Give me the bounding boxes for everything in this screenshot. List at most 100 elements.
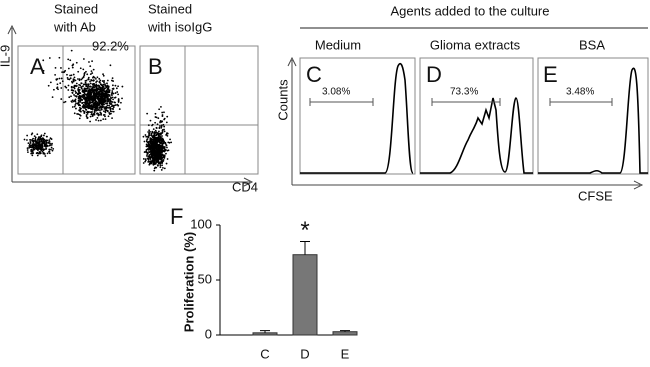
event-dot bbox=[70, 49, 73, 52]
event-dot bbox=[87, 78, 90, 81]
event-dot bbox=[159, 161, 161, 164]
event-dot bbox=[160, 150, 163, 153]
panel-letter: C bbox=[306, 62, 322, 87]
event-dot bbox=[160, 105, 162, 108]
event-dot bbox=[114, 104, 117, 106]
event-dot bbox=[111, 96, 114, 99]
event-dot bbox=[69, 77, 72, 80]
event-dot bbox=[98, 113, 100, 116]
event-dot bbox=[162, 141, 165, 144]
event-dot bbox=[99, 87, 102, 90]
event-dot bbox=[109, 64, 112, 67]
event-dot bbox=[50, 146, 53, 149]
event-dot bbox=[103, 107, 106, 110]
event-dot bbox=[166, 146, 168, 149]
event-dot bbox=[155, 159, 157, 161]
event-dot bbox=[156, 123, 159, 126]
panel-letter: D bbox=[426, 62, 442, 87]
event-dot bbox=[73, 76, 76, 79]
event-dot bbox=[79, 92, 82, 94]
event-dot bbox=[106, 79, 109, 82]
event-dot bbox=[89, 111, 92, 114]
event-dot bbox=[48, 151, 50, 153]
event-dot bbox=[70, 100, 73, 103]
event-dot bbox=[99, 105, 102, 108]
event-dot bbox=[70, 95, 72, 98]
event-dot bbox=[159, 166, 162, 168]
event-dot bbox=[71, 66, 74, 69]
event-dot bbox=[54, 73, 57, 76]
y-tick-label: 100 bbox=[190, 216, 212, 231]
event-dot bbox=[105, 96, 107, 99]
event-dot bbox=[161, 120, 164, 123]
event-dot bbox=[103, 110, 105, 113]
event-dot bbox=[43, 153, 46, 155]
event-dot bbox=[48, 139, 51, 141]
event-dot bbox=[103, 113, 106, 116]
event-dot bbox=[43, 148, 46, 151]
x-tick-label: E bbox=[341, 346, 350, 361]
event-dot bbox=[151, 155, 154, 158]
event-dot bbox=[48, 152, 51, 155]
event-dot bbox=[75, 82, 78, 85]
event-dot bbox=[35, 146, 38, 149]
event-dot bbox=[94, 77, 97, 80]
event-dot bbox=[30, 150, 33, 152]
x-label: CFSE bbox=[578, 188, 613, 203]
event-dot bbox=[89, 93, 92, 96]
event-dot bbox=[90, 95, 93, 98]
event-dot bbox=[156, 153, 159, 156]
event-dot bbox=[97, 97, 100, 100]
event-dot bbox=[90, 70, 93, 72]
event-dot bbox=[160, 132, 163, 135]
event-dot bbox=[77, 70, 80, 73]
histograms bbox=[300, 62, 648, 174]
event-dot bbox=[80, 82, 83, 85]
event-dot bbox=[104, 93, 107, 95]
event-dot bbox=[92, 106, 95, 108]
event-dot bbox=[37, 148, 39, 151]
event-dot bbox=[75, 95, 78, 98]
event-dot bbox=[163, 155, 165, 158]
event-dot bbox=[163, 111, 165, 114]
event-dot bbox=[101, 87, 104, 90]
event-dot bbox=[143, 151, 146, 153]
event-dot bbox=[88, 104, 91, 107]
event-dot bbox=[35, 144, 38, 147]
event-dot bbox=[155, 150, 157, 153]
event-dot bbox=[89, 80, 91, 83]
event-dot bbox=[106, 110, 109, 112]
event-dot bbox=[110, 79, 113, 82]
event-dot bbox=[83, 74, 86, 77]
event-dot bbox=[80, 98, 83, 101]
event-dot bbox=[85, 70, 87, 73]
event-dot bbox=[113, 101, 116, 104]
event-dot bbox=[77, 99, 80, 102]
event-dot bbox=[35, 140, 38, 143]
event-dot bbox=[167, 149, 170, 152]
event-dot bbox=[151, 124, 153, 127]
event-dot bbox=[85, 83, 88, 86]
event-dot bbox=[37, 136, 40, 139]
axis-arrows bbox=[287, 56, 644, 190]
event-dot bbox=[93, 97, 95, 99]
event-dot bbox=[118, 108, 121, 110]
event-dot bbox=[42, 141, 45, 143]
event-dot bbox=[103, 103, 105, 106]
event-dot bbox=[89, 88, 92, 91]
event-dot bbox=[33, 135, 36, 137]
event-dot bbox=[83, 110, 86, 113]
event-dot bbox=[104, 111, 107, 114]
event-dot bbox=[155, 166, 158, 169]
event-dot bbox=[93, 90, 95, 92]
event-dot bbox=[96, 112, 98, 115]
event-dot bbox=[31, 144, 34, 147]
event-dot bbox=[91, 106, 94, 109]
event-dot bbox=[76, 92, 79, 95]
event-dot bbox=[87, 87, 89, 89]
event-dot bbox=[163, 146, 166, 148]
event-dot bbox=[83, 71, 86, 74]
annotation: * bbox=[300, 217, 309, 244]
event-dot bbox=[161, 135, 163, 137]
event-dot bbox=[44, 144, 47, 146]
